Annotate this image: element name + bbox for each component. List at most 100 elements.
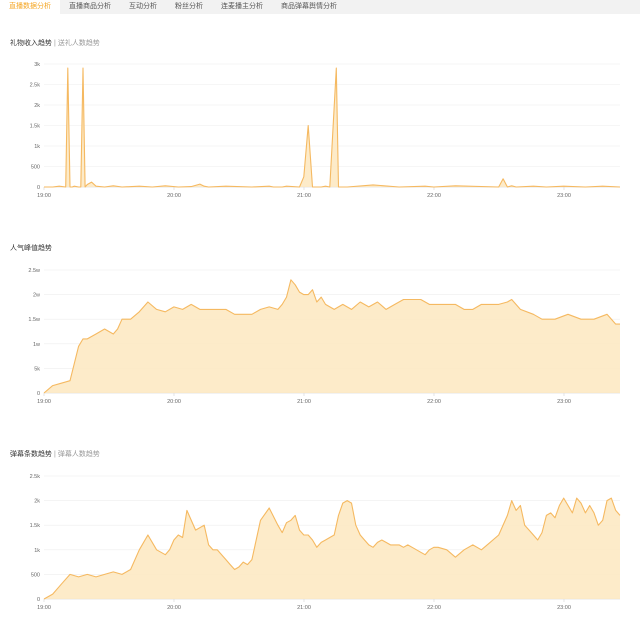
data-point[interactable]	[601, 519, 604, 522]
data-point[interactable]	[233, 313, 236, 316]
data-point[interactable]	[281, 531, 284, 534]
data-point[interactable]	[60, 583, 63, 586]
data-point[interactable]	[242, 561, 245, 564]
data-point[interactable]	[463, 548, 466, 551]
data-point[interactable]	[233, 568, 236, 571]
data-point[interactable]	[519, 308, 522, 311]
data-point[interactable]	[185, 509, 188, 512]
data-point[interactable]	[324, 539, 327, 542]
data-point[interactable]	[510, 298, 513, 301]
data-point[interactable]	[164, 184, 167, 187]
data-point[interactable]	[272, 186, 275, 189]
data-point[interactable]	[545, 186, 548, 189]
data-point[interactable]	[289, 519, 292, 522]
data-point[interactable]	[82, 67, 85, 70]
data-point[interactable]	[489, 303, 492, 306]
data-point[interactable]	[593, 511, 596, 514]
data-point[interactable]	[584, 511, 587, 514]
data-point[interactable]	[437, 546, 440, 549]
data-point[interactable]	[112, 184, 115, 187]
data-point[interactable]	[69, 379, 72, 382]
data-point[interactable]	[437, 303, 440, 306]
data-point[interactable]	[58, 185, 61, 188]
data-point[interactable]	[571, 511, 574, 514]
data-point[interactable]	[60, 382, 63, 385]
data-point[interactable]	[376, 301, 379, 304]
data-point[interactable]	[506, 186, 509, 189]
data-point[interactable]	[66, 67, 69, 70]
data-point[interactable]	[402, 546, 405, 549]
data-point[interactable]	[198, 183, 201, 186]
data-point[interactable]	[415, 548, 418, 551]
data-point[interactable]	[95, 185, 98, 188]
data-point[interactable]	[549, 511, 552, 514]
data-point[interactable]	[328, 536, 331, 539]
data-point[interactable]	[172, 305, 175, 308]
data-point[interactable]	[298, 291, 301, 294]
data-point[interactable]	[129, 318, 132, 321]
data-point[interactable]	[541, 531, 544, 534]
data-point[interactable]	[497, 534, 500, 537]
data-point[interactable]	[610, 497, 613, 500]
data-point[interactable]	[428, 303, 431, 306]
data-point[interactable]	[328, 186, 331, 189]
data-point[interactable]	[302, 175, 305, 178]
data-point[interactable]	[606, 499, 609, 502]
data-point[interactable]	[103, 186, 106, 189]
gift-chart-subtitle[interactable]: 送礼人数趋势	[57, 40, 100, 47]
data-point[interactable]	[155, 548, 158, 551]
data-point[interactable]	[73, 185, 76, 188]
data-point[interactable]	[324, 303, 327, 306]
data-point[interactable]	[276, 524, 279, 527]
data-point[interactable]	[164, 553, 167, 556]
data-point[interactable]	[419, 298, 422, 301]
data-point[interactable]	[506, 301, 509, 304]
data-point[interactable]	[129, 568, 132, 571]
data-point[interactable]	[541, 318, 544, 321]
tab-3[interactable]: 粉丝分析	[175, 3, 203, 10]
data-point[interactable]	[614, 509, 617, 512]
data-point[interactable]	[337, 186, 340, 189]
data-point[interactable]	[164, 310, 167, 313]
series-line[interactable]	[44, 67, 621, 188]
data-point[interactable]	[341, 303, 344, 306]
data-point[interactable]	[528, 529, 531, 532]
data-point[interactable]	[281, 186, 284, 189]
data-point[interactable]	[367, 543, 370, 546]
data-point[interactable]	[510, 499, 513, 502]
data-point[interactable]	[346, 186, 349, 189]
data-point[interactable]	[593, 318, 596, 321]
data-point[interactable]	[515, 186, 518, 189]
data-point[interactable]	[372, 546, 375, 549]
data-point[interactable]	[51, 593, 54, 596]
data-point[interactable]	[285, 185, 288, 188]
data-point[interactable]	[43, 186, 46, 189]
data-point[interactable]	[411, 546, 414, 549]
data-point[interactable]	[324, 185, 327, 188]
data-point[interactable]	[432, 186, 435, 189]
data-point[interactable]	[428, 548, 431, 551]
data-point[interactable]	[562, 497, 565, 500]
data-point[interactable]	[337, 514, 340, 517]
data-point[interactable]	[346, 499, 349, 502]
data-point[interactable]	[315, 546, 318, 549]
data-point[interactable]	[177, 186, 180, 189]
data-point[interactable]	[419, 551, 422, 554]
data-point[interactable]	[532, 313, 535, 316]
data-point[interactable]	[307, 534, 310, 537]
data-point[interactable]	[398, 543, 401, 546]
data-point[interactable]	[554, 318, 557, 321]
data-point[interactable]	[302, 534, 305, 537]
data-point[interactable]	[298, 529, 301, 532]
data-point[interactable]	[445, 548, 448, 551]
data-point[interactable]	[268, 185, 271, 188]
data-point[interactable]	[103, 573, 106, 576]
data-point[interactable]	[281, 303, 284, 306]
tab-2[interactable]: 互动分析	[129, 3, 157, 10]
data-point[interactable]	[389, 543, 392, 546]
tab-0[interactable]: 直播数据分析	[0, 0, 60, 14]
data-point[interactable]	[372, 183, 375, 186]
data-point[interactable]	[276, 186, 279, 189]
data-point[interactable]	[95, 575, 98, 578]
data-point[interactable]	[294, 514, 297, 517]
